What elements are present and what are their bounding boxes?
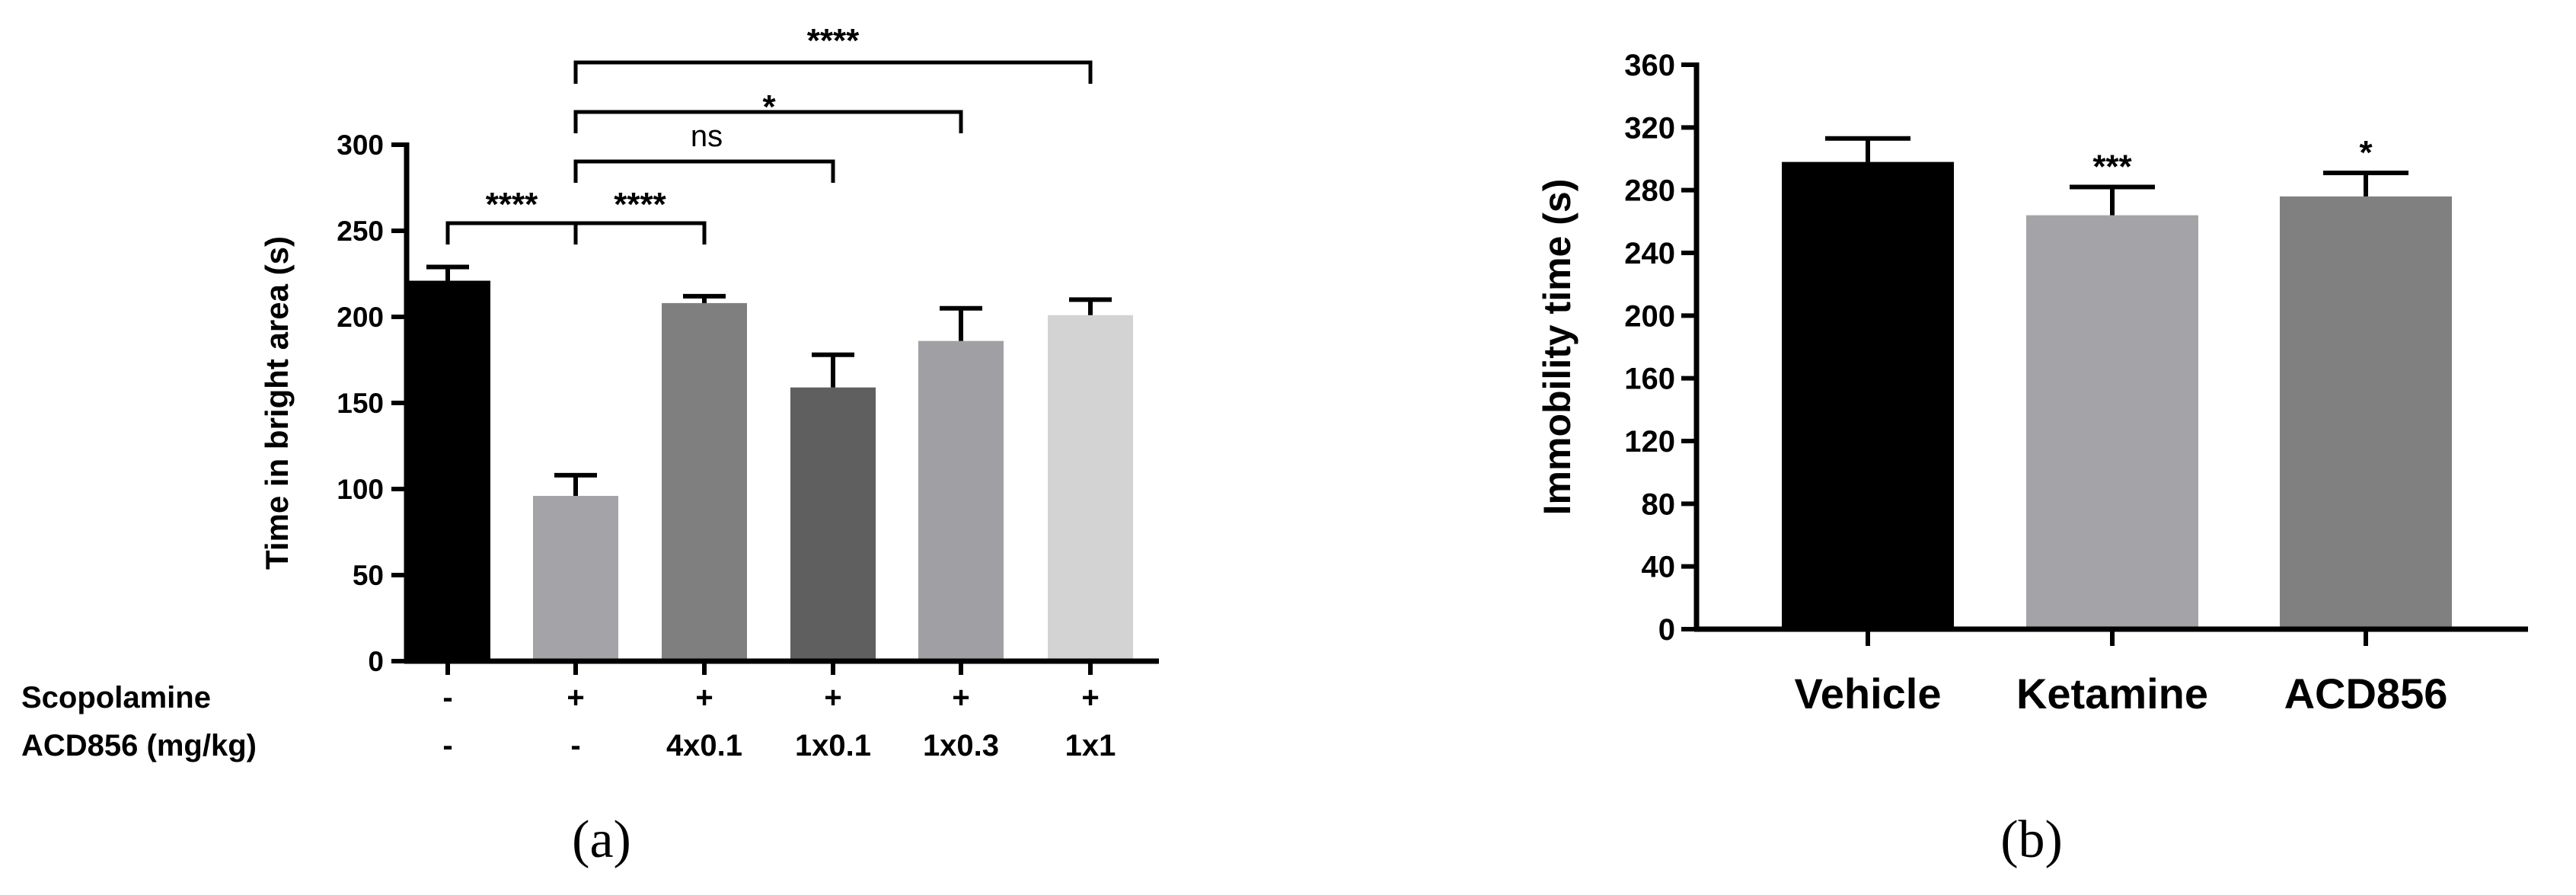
significance-label-b-2: * — [2359, 134, 2373, 171]
row-label-a-0: Scopolamine — [21, 681, 211, 714]
bar-b-2 — [2280, 196, 2452, 629]
row-value-a-0-0: - — [442, 681, 452, 714]
significance-label-a-0: **** — [486, 186, 538, 223]
panel-a-bar-chart: 0 50 100 150 200 250 300 Time in bright area (s… — [21, 22, 1159, 762]
row-value-a-0-5: + — [1081, 681, 1099, 714]
bar-a-4 — [918, 340, 1004, 661]
category-label-b-2: ACD856 — [2284, 670, 2448, 718]
row-value-a-1-3: 1x0.1 — [795, 729, 871, 762]
significance-label-b-1: *** — [2092, 149, 2132, 186]
y-tick-label-b-4: 160 — [1624, 363, 1675, 396]
row-label-a-1: ACD856 (mg/kg) — [21, 729, 257, 762]
category-label-b-1: Ketamine — [2016, 670, 2208, 718]
y-tick-label-b-6: 240 — [1624, 237, 1675, 270]
y-axis-label-a: Time in bright area (s) — [259, 236, 295, 570]
y-tick-label-b-2: 80 — [1642, 487, 1676, 521]
y-tick-label-b-5: 200 — [1624, 299, 1675, 333]
row-value-a-1-2: 4x0.1 — [666, 729, 742, 762]
bar-b-0 — [1782, 161, 1954, 629]
category-label-b-0: Vehicle — [1794, 670, 1941, 718]
y-tick-label-a-3: 150 — [337, 388, 384, 419]
significance-label-a-4: **** — [807, 22, 860, 59]
bar-b-1 — [2026, 215, 2198, 630]
significance-label-a-2: ns — [691, 120, 723, 153]
y-tick-label-a-0: 0 — [368, 646, 384, 677]
y-tick-label-b-0: 0 — [1658, 613, 1675, 647]
row-value-a-0-4: + — [952, 681, 969, 714]
y-tick-label-a-1: 50 — [353, 560, 384, 591]
row-value-a-0-3: + — [824, 681, 841, 714]
y-tick-label-b-9: 360 — [1624, 49, 1675, 82]
panel-b-bar-chart: Vehicle Ketamine ACD856 0 40 80 120 160 200 240 28… — [1536, 49, 2528, 718]
bar-a-2 — [662, 302, 747, 661]
significance-bracket-a-0 — [445, 221, 578, 245]
y-tick-label-a-6: 300 — [337, 129, 384, 161]
panel-a-label: (a) — [572, 810, 631, 869]
y-tick-label-a-5: 250 — [337, 216, 384, 247]
row-value-a-1-0: - — [442, 729, 452, 762]
significance-bracket-a-3 — [573, 110, 963, 133]
y-tick-label-b-7: 280 — [1624, 174, 1675, 208]
row-value-a-1-5: 1x1 — [1065, 729, 1116, 762]
significance-label-a-3: * — [762, 88, 776, 126]
row-value-a-0-1: + — [567, 681, 584, 714]
y-tick-label-a-2: 100 — [337, 474, 384, 505]
y-tick-label-b-1: 40 — [1642, 551, 1676, 584]
bar-a-3 — [790, 387, 876, 661]
significance-label-a-1: **** — [614, 186, 666, 223]
bar-a-1 — [533, 496, 618, 661]
y-tick-label-b-3: 120 — [1624, 425, 1675, 459]
significance-bracket-a-2 — [573, 159, 835, 183]
bar-a-0 — [405, 280, 490, 661]
bar-a-5 — [1048, 315, 1133, 661]
y-axis-label-b: Immobility time (s) — [1536, 179, 1578, 516]
row-value-a-1-1: - — [570, 729, 580, 762]
y-tick-label-a-4: 200 — [337, 302, 384, 333]
significance-bracket-a-4 — [573, 60, 1093, 84]
significance-bracket-a-1 — [573, 221, 707, 245]
row-value-a-0-2: + — [695, 681, 713, 714]
panel-b-label: (b) — [2000, 810, 2063, 869]
row-value-a-1-4: 1x0.3 — [923, 729, 999, 762]
y-tick-label-b-8: 320 — [1624, 111, 1675, 145]
